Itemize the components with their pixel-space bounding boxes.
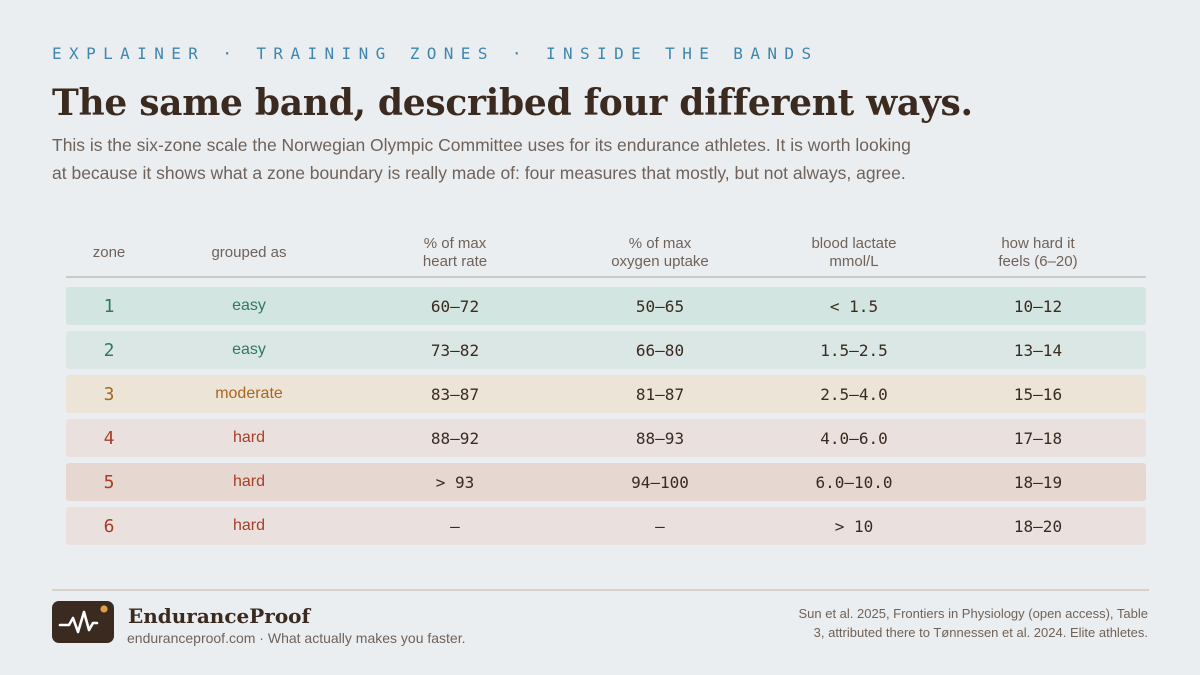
cell-vo2: – xyxy=(655,516,665,536)
cell-lactate: < 1.5 xyxy=(829,296,879,316)
cell-rpe: 17–18 xyxy=(1013,428,1063,448)
cell-group: easy xyxy=(232,297,266,314)
column-header-vo2: % of max oxygen uptake xyxy=(560,230,760,276)
table-row: 5 hard > 93 94–100 6.0–10.0 18–19 xyxy=(66,463,1146,501)
cell-rpe: 18–20 xyxy=(1013,516,1063,536)
brand-tagline: enduranceproof.com · What actually makes… xyxy=(127,630,466,646)
cell-vo2: 88–93 xyxy=(635,428,685,448)
cell-hr: 73–82 xyxy=(430,340,480,360)
table-row: 2 easy 73–82 66–80 1.5–2.5 13–14 xyxy=(66,331,1146,369)
cell-group: hard xyxy=(232,429,266,446)
cell-vo2: 81–87 xyxy=(635,384,685,404)
intro-paragraph: This is the six-zone scale the Norwegian… xyxy=(52,135,911,183)
cell-hr: 88–92 xyxy=(430,428,480,448)
cell-rpe: 13–14 xyxy=(1013,340,1063,360)
column-header-lactate: blood lactate mmol/L xyxy=(754,230,954,276)
column-header-line: blood lactate xyxy=(811,235,897,252)
cell-group: hard xyxy=(232,517,266,534)
cell-rpe: 10–12 xyxy=(1013,296,1063,316)
table-header: zone grouped as% of max heart rate% of max… xyxy=(66,230,1146,278)
cell-vo2: 66–80 xyxy=(635,340,685,360)
cell-lactate: > 10 xyxy=(834,516,874,536)
cell-zone: 6 xyxy=(103,515,115,537)
column-header-line: % of max xyxy=(628,235,692,252)
table-row: 3 moderate 83–87 81–87 2.5–4.0 15–16 xyxy=(66,375,1146,413)
heartbeat-pulse-icon xyxy=(58,605,108,634)
cell-hr: > 93 xyxy=(435,472,475,492)
table-row: 1 easy 60–72 50–65 < 1.5 10–12 xyxy=(66,287,1146,325)
column-header-line: feels (6–20) xyxy=(998,253,1078,270)
column-header-hr: % of max heart rate xyxy=(355,230,555,276)
cell-hr: 83–87 xyxy=(430,384,480,404)
cell-zone: 5 xyxy=(103,471,115,493)
brand-logo xyxy=(52,601,114,643)
cell-hr: 60–72 xyxy=(430,296,480,316)
cell-zone: 3 xyxy=(103,383,115,405)
cell-hr: – xyxy=(450,516,460,536)
cell-lactate: 6.0–10.0 xyxy=(815,472,893,492)
kicker-eyebrow: EXPLAINER · TRAINING ZONES · INSIDE THE … xyxy=(52,44,819,63)
page-title: The same band, described four different … xyxy=(52,82,973,124)
cell-group: moderate xyxy=(215,385,283,402)
column-header-line: zone xyxy=(92,244,126,261)
cell-group: easy xyxy=(232,341,266,358)
cell-zone: 1 xyxy=(103,295,115,317)
cell-lactate: 4.0–6.0 xyxy=(820,428,888,448)
cell-lactate: 2.5–4.0 xyxy=(820,384,888,404)
cell-group: hard xyxy=(232,473,266,490)
cell-vo2: 94–100 xyxy=(631,472,689,492)
table-row: 4 hard 88–92 88–93 4.0–6.0 17–18 xyxy=(66,419,1146,457)
brand-name: EnduranceProof xyxy=(128,604,311,628)
cell-rpe: 15–16 xyxy=(1013,384,1063,404)
cell-zone: 2 xyxy=(103,339,115,361)
cell-lactate: 1.5–2.5 xyxy=(820,340,888,360)
column-header-line: heart rate xyxy=(422,253,488,270)
table-row: 6 hard – – > 10 18–20 xyxy=(66,507,1146,545)
table-body: 1 easy 60–72 50–65 < 1.5 10–12 2 easy 73–82 66–80… xyxy=(66,287,1146,545)
column-header-zone: zone xyxy=(79,230,139,276)
column-header-rpe: how hard it feels (6–20) xyxy=(938,230,1138,276)
cell-rpe: 18–19 xyxy=(1013,472,1063,492)
footer-divider xyxy=(52,589,1149,591)
cell-zone: 4 xyxy=(103,427,115,449)
column-header-line: how hard it xyxy=(1001,235,1075,252)
accent-dot xyxy=(100,605,108,613)
column-header-group: grouped as xyxy=(179,230,319,276)
training-zones-table: zone grouped as% of max heart rate% of max… xyxy=(66,230,1146,551)
column-header-line: grouped as xyxy=(211,244,287,261)
column-header-line: % of max xyxy=(423,235,487,252)
column-header-line: mmol/L xyxy=(829,253,879,270)
column-header-line: oxygen uptake xyxy=(611,253,709,270)
cell-vo2: 50–65 xyxy=(635,296,685,316)
source-citation: Sun et al. 2025, Frontiers in Physiology… xyxy=(798,606,1148,640)
